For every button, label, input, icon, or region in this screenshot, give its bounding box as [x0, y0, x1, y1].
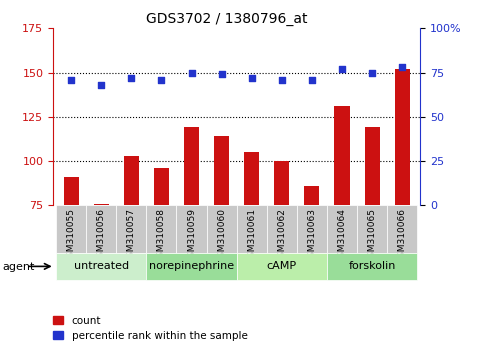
Text: cAMP: cAMP [267, 261, 297, 272]
Point [278, 77, 285, 82]
Bar [154, 168, 169, 205]
Point [67, 77, 75, 82]
Bar [357, 205, 387, 253]
Point [98, 82, 105, 88]
Bar [207, 205, 237, 253]
Bar [297, 205, 327, 253]
Text: GSM310064: GSM310064 [338, 208, 346, 263]
Text: GSM310055: GSM310055 [67, 208, 76, 263]
Bar [327, 205, 357, 253]
Bar [124, 156, 139, 205]
Bar [146, 253, 237, 280]
Point [338, 66, 346, 72]
Point [368, 70, 376, 75]
Text: GSM310057: GSM310057 [127, 208, 136, 263]
Bar [116, 205, 146, 253]
Bar [214, 136, 229, 205]
Text: GSM310060: GSM310060 [217, 208, 226, 263]
Bar [244, 152, 259, 205]
Bar [327, 253, 417, 280]
Bar [86, 205, 116, 253]
Bar [304, 186, 319, 205]
Bar [176, 205, 207, 253]
Text: GSM310065: GSM310065 [368, 208, 377, 263]
Bar [64, 177, 79, 205]
Bar [184, 127, 199, 205]
Text: GSM310059: GSM310059 [187, 208, 196, 263]
Text: norepinephrine: norepinephrine [149, 261, 234, 272]
Text: untreated: untreated [74, 261, 129, 272]
Bar [56, 205, 86, 253]
Text: GSM310066: GSM310066 [398, 208, 407, 263]
Bar [395, 69, 410, 205]
Point [128, 75, 135, 81]
Point [308, 77, 316, 82]
Text: forskolin: forskolin [348, 261, 396, 272]
Bar [237, 205, 267, 253]
Bar [387, 205, 417, 253]
Bar [146, 205, 176, 253]
Text: GSM310062: GSM310062 [277, 208, 286, 263]
Point [398, 64, 406, 70]
Text: agent: agent [2, 262, 35, 272]
Point [218, 72, 226, 77]
Bar [274, 161, 289, 205]
Text: GDS3702 / 1380796_at: GDS3702 / 1380796_at [146, 12, 308, 27]
Text: GSM310056: GSM310056 [97, 208, 106, 263]
Bar [267, 205, 297, 253]
Text: GSM310061: GSM310061 [247, 208, 256, 263]
Bar [365, 127, 380, 205]
Point [157, 77, 165, 82]
Bar [94, 204, 109, 205]
Bar [237, 253, 327, 280]
Bar [56, 253, 146, 280]
Text: GSM310063: GSM310063 [307, 208, 316, 263]
Bar [334, 106, 350, 205]
Legend: count, percentile rank within the sample: count, percentile rank within the sample [49, 312, 252, 345]
Text: GSM310058: GSM310058 [157, 208, 166, 263]
Point [188, 70, 196, 75]
Point [248, 75, 256, 81]
